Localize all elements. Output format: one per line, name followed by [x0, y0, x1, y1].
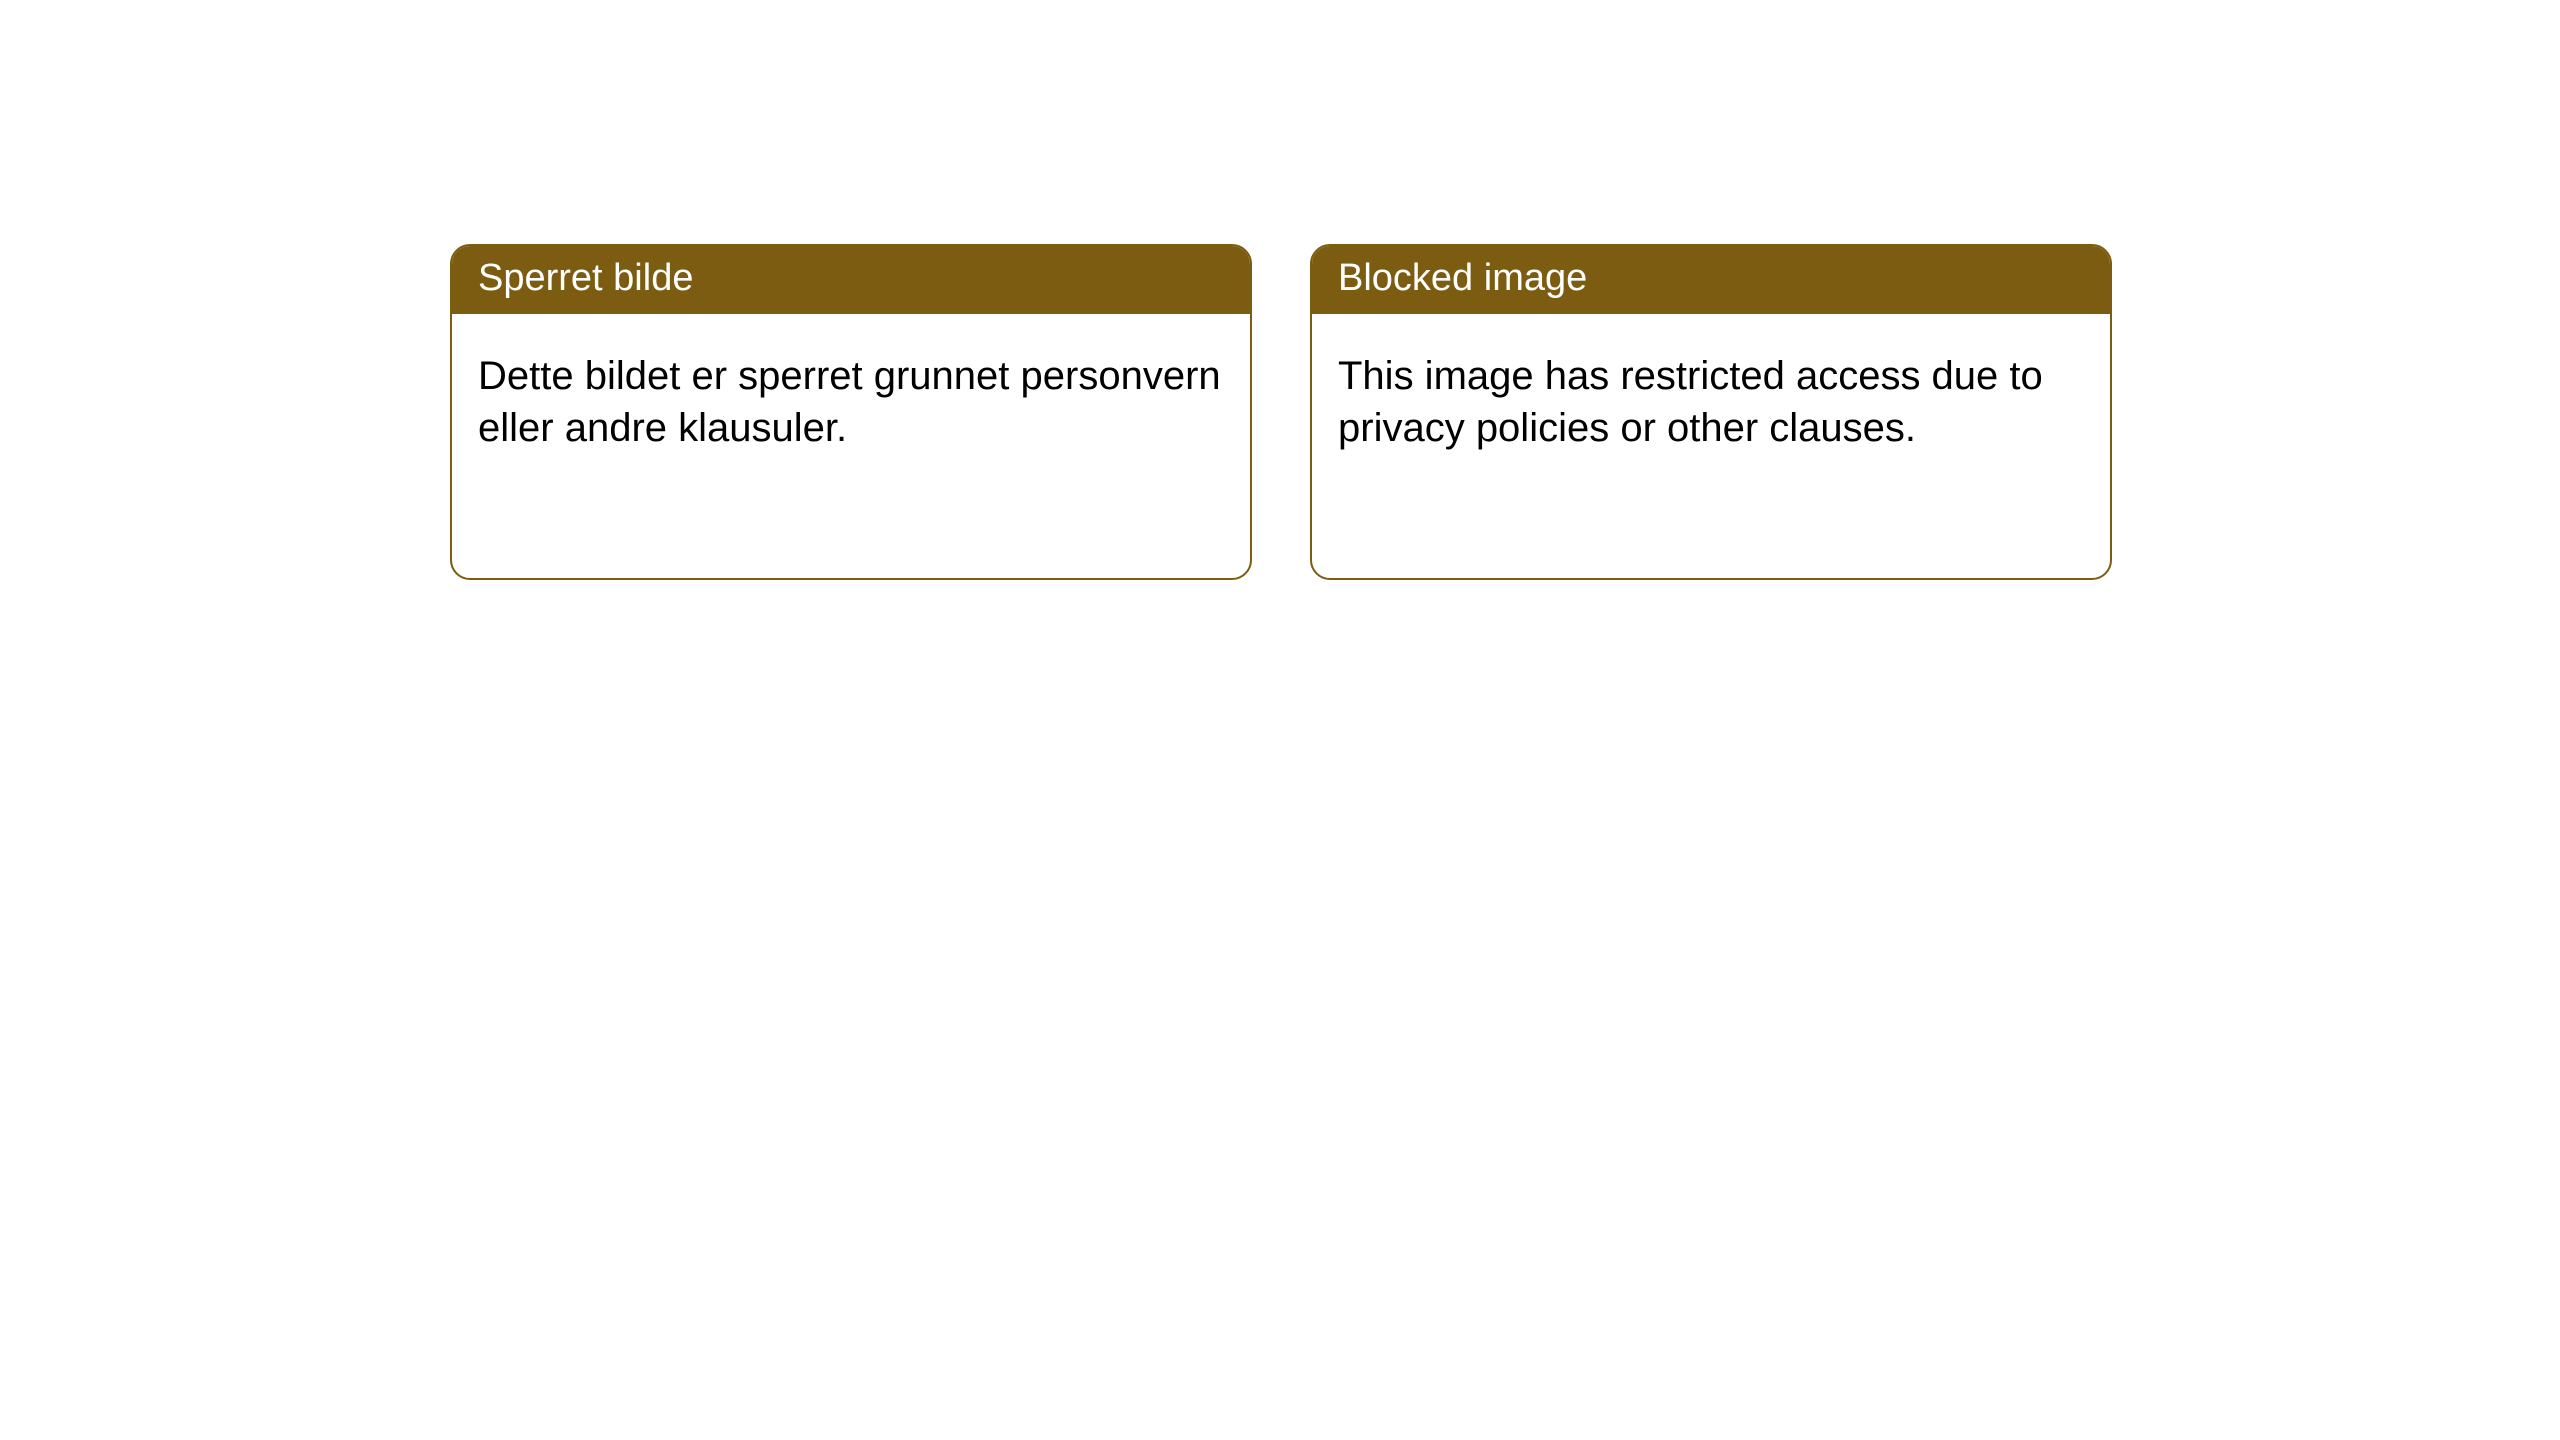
notice-card-norwegian: Sperret bilde Dette bildet er sperret gr… — [450, 244, 1252, 580]
notice-card-text: Dette bildet er sperret grunnet personve… — [478, 350, 1224, 454]
notice-card-title: Blocked image — [1312, 246, 2110, 314]
notice-card-body: This image has restricted access due to … — [1312, 314, 2110, 480]
notice-card-text: This image has restricted access due to … — [1338, 350, 2084, 454]
notice-card-body: Dette bildet er sperret grunnet personve… — [452, 314, 1250, 480]
notice-card-title: Sperret bilde — [452, 246, 1250, 314]
notice-card-english: Blocked image This image has restricted … — [1310, 244, 2112, 580]
notice-cards-container: Sperret bilde Dette bildet er sperret gr… — [0, 0, 2560, 580]
